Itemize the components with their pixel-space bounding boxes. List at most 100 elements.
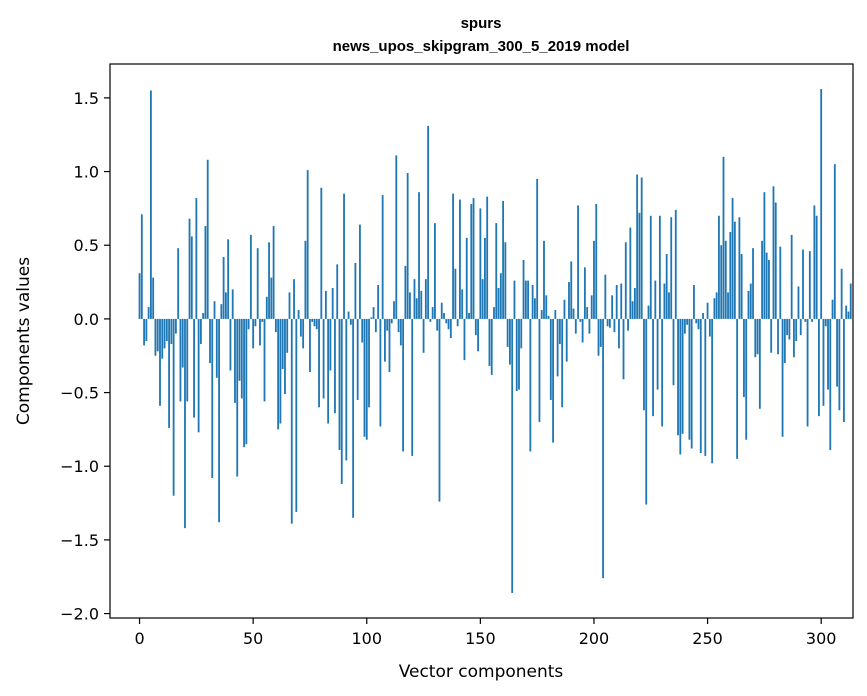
bar <box>515 318 518 392</box>
bar <box>170 318 173 344</box>
bar <box>749 283 752 319</box>
bar <box>265 296 268 319</box>
bar <box>418 192 420 319</box>
bar <box>234 318 236 403</box>
bar <box>699 318 702 453</box>
bar <box>252 318 255 349</box>
bar <box>665 254 668 319</box>
bar <box>490 318 493 375</box>
bar <box>381 195 384 319</box>
bar <box>636 174 639 319</box>
bar <box>540 310 543 319</box>
bar <box>831 299 834 319</box>
bar <box>556 318 559 377</box>
bar <box>240 318 243 399</box>
bar <box>140 214 143 319</box>
bar <box>570 261 573 319</box>
bar <box>281 318 284 369</box>
bar <box>693 285 695 319</box>
bar <box>672 318 675 386</box>
bar <box>302 318 305 349</box>
x-tick-label: 100 <box>351 629 382 648</box>
bar <box>209 318 211 364</box>
bar <box>404 265 407 319</box>
bar <box>461 289 464 319</box>
bar <box>822 318 825 406</box>
bar <box>561 318 564 408</box>
bar <box>740 254 743 319</box>
bar <box>224 292 227 319</box>
bar <box>386 318 389 331</box>
bar <box>824 318 827 327</box>
x-axis-label: Vector components <box>399 662 564 682</box>
bar <box>268 242 270 319</box>
bar <box>424 279 427 319</box>
bar <box>652 318 654 417</box>
bar <box>520 318 523 349</box>
bar <box>474 318 477 336</box>
bar <box>608 318 611 328</box>
bar <box>197 318 200 433</box>
bar <box>849 283 852 319</box>
bar <box>702 313 704 319</box>
bar <box>372 307 375 319</box>
bar <box>604 274 607 319</box>
bar <box>227 239 230 319</box>
bar <box>486 196 489 319</box>
bar <box>393 301 395 319</box>
bar <box>706 302 709 319</box>
bar <box>574 318 577 334</box>
bar <box>238 318 241 381</box>
bar <box>677 318 679 436</box>
bar <box>336 264 339 319</box>
bar <box>779 246 782 319</box>
bar <box>674 209 677 319</box>
bar <box>354 262 357 319</box>
bar <box>722 156 725 319</box>
bar <box>184 318 186 529</box>
bar <box>549 318 552 400</box>
bar <box>579 318 582 322</box>
bar <box>213 301 216 319</box>
bar <box>618 318 620 349</box>
x-tick-label: 250 <box>692 629 723 648</box>
bar <box>395 155 398 319</box>
bar <box>731 198 734 319</box>
bar <box>843 318 845 423</box>
bar <box>406 173 409 319</box>
bar <box>554 310 557 319</box>
bar <box>249 234 252 319</box>
bar <box>397 318 400 333</box>
bar <box>149 90 152 319</box>
bar <box>261 318 264 322</box>
bar <box>345 318 348 461</box>
bar <box>481 279 484 319</box>
bar <box>188 218 191 319</box>
bar <box>708 318 711 337</box>
bar <box>377 285 380 319</box>
bar <box>215 318 218 378</box>
bar <box>595 203 598 319</box>
bar <box>715 292 718 319</box>
x-tick-label: 150 <box>465 629 496 648</box>
bar <box>159 318 161 406</box>
bar <box>204 226 207 319</box>
bar <box>547 315 550 319</box>
bar <box>656 318 659 390</box>
bar <box>138 273 141 319</box>
bar <box>681 318 684 434</box>
bar <box>704 318 707 456</box>
bar <box>545 295 548 319</box>
bar <box>763 192 766 319</box>
y-axis-ticks: −2.0 −1.5 −1.0 −0.5 0.0 0.5 1.0 1.5 <box>60 89 110 624</box>
bar <box>738 217 741 319</box>
bar <box>277 318 280 430</box>
bar <box>152 277 155 319</box>
bar <box>199 318 202 344</box>
bar <box>770 318 773 353</box>
bar <box>145 318 148 341</box>
y-tick-label: −0.5 <box>60 384 99 403</box>
bar <box>788 318 791 340</box>
bar <box>279 318 282 424</box>
y-tick-label: 0.5 <box>74 236 99 255</box>
